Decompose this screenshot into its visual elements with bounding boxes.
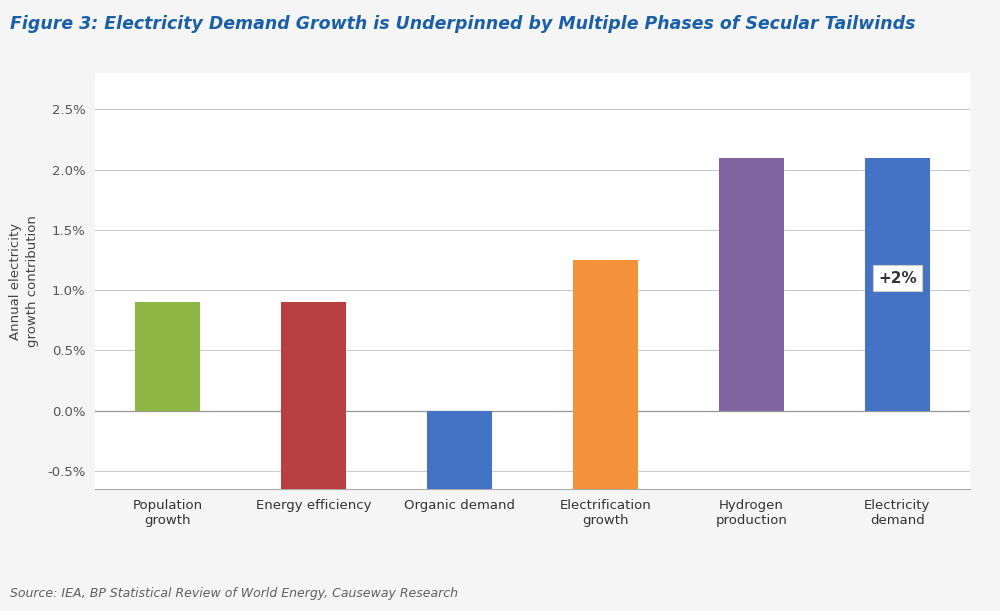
Text: +2%: +2% [878,271,917,285]
Bar [865,158,930,411]
Bar [573,260,638,519]
Bar [135,302,200,411]
Bar [719,158,784,411]
Y-axis label: Annual electricity
growth contribution: Annual electricity growth contribution [9,215,39,347]
Text: Source: IEA, BP Statistical Review of World Energy, Causeway Research: Source: IEA, BP Statistical Review of Wo… [10,587,458,600]
Bar [427,411,492,507]
Bar [281,302,346,519]
Text: Figure 3: Electricity Demand Growth is Underpinned by Multiple Phases of Secular: Figure 3: Electricity Demand Growth is U… [10,15,916,33]
